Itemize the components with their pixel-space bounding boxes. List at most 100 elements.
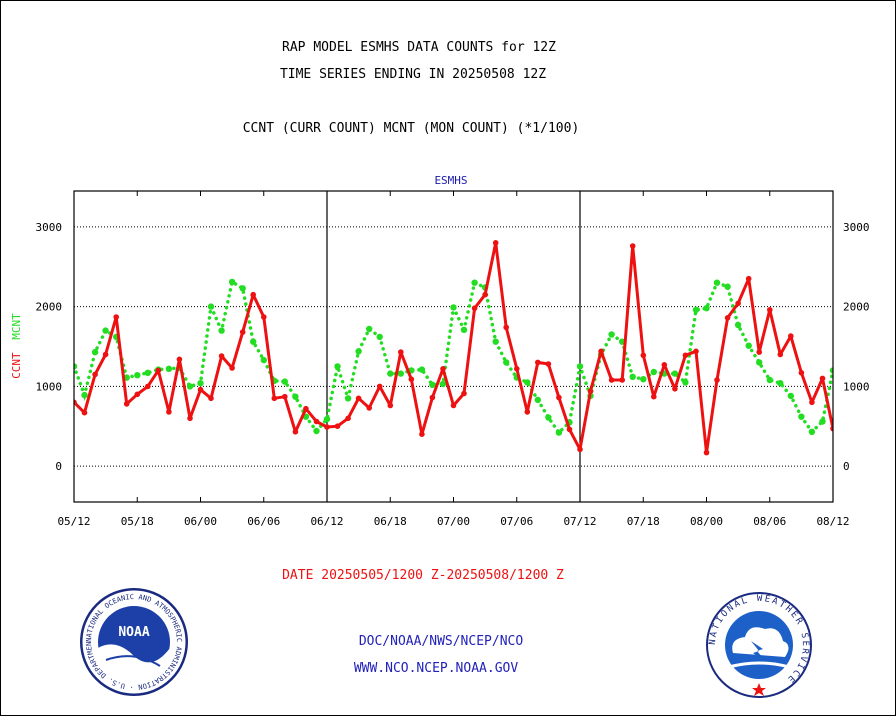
ccnt-point xyxy=(313,418,320,425)
mcnt-point xyxy=(429,381,436,388)
mcnt-point xyxy=(313,427,320,435)
ccnt-point xyxy=(851,337,857,343)
mcnt-point xyxy=(808,428,816,435)
mcnt-point xyxy=(492,338,499,345)
noaa-logo-text: NOAA xyxy=(118,625,149,640)
ccnt-point xyxy=(566,426,573,433)
mcnt-point xyxy=(640,376,647,383)
ccnt-point xyxy=(218,353,225,359)
mcnt-point xyxy=(418,366,426,373)
mcnt-point xyxy=(165,365,173,372)
ccnt-point xyxy=(756,349,762,355)
ccnt-point xyxy=(514,366,520,372)
ccnt-point xyxy=(303,405,309,412)
x-tick-label: 05/12 xyxy=(57,515,90,528)
y-tick-label-left: 0 xyxy=(55,460,62,473)
ccnt-point xyxy=(661,362,668,368)
ccnt-point xyxy=(376,383,383,390)
ccnt-point xyxy=(619,377,625,383)
ccnt-point xyxy=(767,307,773,313)
ccnt-point xyxy=(387,402,394,409)
mcnt-point xyxy=(323,415,331,423)
mcnt-point xyxy=(260,356,267,364)
ccnt-series-line xyxy=(74,241,833,455)
mcnt-point xyxy=(524,379,531,386)
ccnt-point xyxy=(250,291,256,298)
mcnt-point xyxy=(682,379,689,386)
ccnt-point xyxy=(334,423,341,430)
mcnt-point xyxy=(186,383,194,390)
ccnt-point xyxy=(208,395,214,402)
ccnt-point xyxy=(788,333,794,339)
ccnt-point xyxy=(113,314,119,320)
star-icon xyxy=(752,683,766,696)
ccnt-point xyxy=(92,371,98,378)
ccnt-point xyxy=(745,275,752,282)
x-tick-label: 06/18 xyxy=(374,515,407,528)
ccnt-point xyxy=(408,376,415,383)
mcnt-point xyxy=(91,348,99,356)
mcnt-point xyxy=(745,342,752,349)
mcnt-point xyxy=(281,378,288,385)
ccnt-point xyxy=(798,370,805,376)
url-line: WWW.NCO.NCEP.NOAA.GOV xyxy=(354,661,519,676)
mcnt-point xyxy=(671,370,679,377)
ccnt-point xyxy=(419,431,425,438)
ccnt-point xyxy=(640,352,647,359)
ccnt-point xyxy=(830,425,833,432)
mcnt-point xyxy=(787,392,794,400)
title-line-2: TIME SERIES ENDING IN 20250508 12Z xyxy=(280,67,546,82)
ccnt-point xyxy=(461,390,467,397)
ccnt-point xyxy=(229,365,235,371)
mcnt-point xyxy=(629,373,636,380)
y-tick-label-right: 0 xyxy=(843,460,850,473)
ccnt-point xyxy=(587,388,594,395)
ccnt-point xyxy=(703,449,710,456)
ccnt-point xyxy=(809,399,815,406)
ccnt-point xyxy=(724,315,731,321)
ccnt-point xyxy=(651,393,657,400)
mcnt-point xyxy=(450,304,457,311)
ccnt-point xyxy=(524,409,531,415)
ccnt-point xyxy=(176,356,183,363)
mcnt-point xyxy=(228,278,236,286)
mcnt-point xyxy=(366,325,373,333)
ccnt-point xyxy=(672,386,678,392)
y-label-ccnt: CCNT xyxy=(10,352,23,379)
ccnt-point xyxy=(398,349,404,355)
mcnt-point xyxy=(724,283,731,290)
ccnt-point xyxy=(74,399,77,406)
mcnt-point xyxy=(292,393,299,400)
ccnt-point xyxy=(187,415,193,422)
ccnt-point xyxy=(819,375,826,382)
title-line-1: RAP MODEL ESMHS DATA COUNTS for 12Z xyxy=(282,40,556,55)
mcnt-point xyxy=(829,367,833,374)
plot-border xyxy=(73,190,834,503)
x-tick-label: 08/12 xyxy=(816,515,849,528)
mcnt-point xyxy=(397,370,404,377)
ccnt-point xyxy=(492,240,499,246)
ccnt-point xyxy=(282,393,288,400)
mcnt-point xyxy=(207,303,215,310)
x-tick-label: 07/06 xyxy=(500,515,533,528)
mcnt-point xyxy=(355,348,362,355)
mcnt-point xyxy=(545,414,552,421)
plot-area: 0 0 1000 1000 2000 2000 3000 3000 05/12 05/18 06/0… xyxy=(36,190,870,528)
mcnt-point xyxy=(144,369,151,376)
ccnt-point xyxy=(545,361,552,367)
mcnt-point xyxy=(608,331,615,338)
ccnt-point xyxy=(366,405,373,411)
ccnt-point xyxy=(503,324,510,331)
x-tick-label: 06/12 xyxy=(310,515,343,528)
mcnt-point xyxy=(503,359,510,366)
ccnt-point xyxy=(166,409,172,415)
noaa-logo: NATIONAL OCEANIC AND ATMOSPHERIC ADMINIS… xyxy=(80,588,188,696)
mcnt-point xyxy=(576,363,584,370)
org-line: DOC/NOAA/NWS/NCEP/NCO xyxy=(359,634,524,649)
mcnt-point xyxy=(102,327,109,334)
ccnt-point xyxy=(535,359,541,366)
ccnt-point xyxy=(682,352,689,359)
mcnt-point xyxy=(134,372,141,379)
mcnt-point xyxy=(218,327,225,334)
mcnt-point xyxy=(239,285,246,292)
